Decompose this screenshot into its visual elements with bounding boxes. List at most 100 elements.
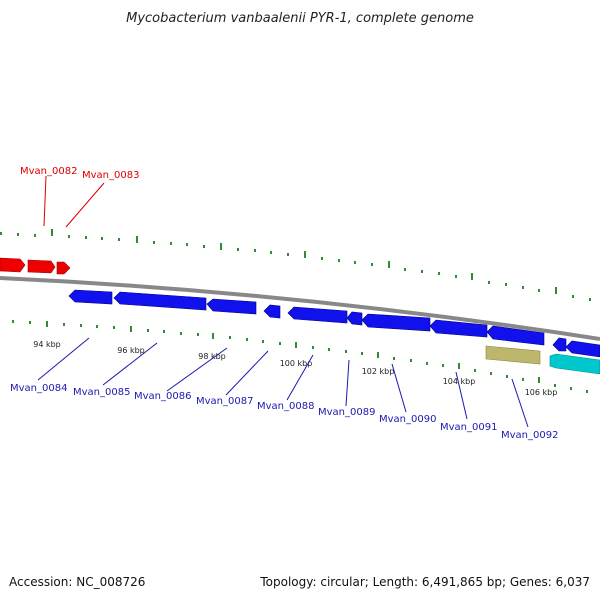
- scale-label: 96 kbp: [117, 346, 145, 355]
- tick-mark: [197, 333, 199, 336]
- gene-arrow-reverse: [361, 313, 431, 332]
- tick-mark: [538, 289, 540, 292]
- tick-mark: [96, 325, 98, 328]
- map-title: Mycobacterium vanbaalenii PYR-1, complet…: [126, 11, 474, 26]
- tick-mark: [254, 249, 256, 252]
- outer-ticks: [0, 229, 591, 301]
- tick-mark: [328, 348, 330, 351]
- gene-arrow-reverse: [429, 319, 488, 338]
- reverse-gene-label-text: Mvan_0084 Mvan_0085 Mvan_0086 Mvan_0087 …: [10, 383, 558, 441]
- tick-mark: [186, 243, 188, 246]
- gene-label-reverse[interactable]: Mvan_0084: [10, 383, 67, 394]
- tick-mark: [34, 234, 36, 237]
- tick-mark: [29, 321, 31, 324]
- scale-label: 98 kbp: [198, 352, 226, 361]
- tick-mark: [442, 364, 444, 367]
- tick-mark: [388, 261, 390, 268]
- scale-label: 102 kbp: [362, 367, 395, 376]
- tick-mark: [279, 342, 281, 345]
- tick-mark: [522, 286, 524, 289]
- scale-labels: 94 kbp 96 kbp 98 kbp 100 kbp 102 kbp 104…: [33, 340, 557, 397]
- tick-mark: [17, 233, 19, 236]
- accession-text: Accession: NC_008726: [9, 575, 145, 589]
- gene-arrow-reverse: [552, 337, 567, 352]
- tick-mark: [46, 321, 48, 327]
- tick-mark: [421, 270, 423, 273]
- gene-arrow-reverse: [68, 289, 113, 305]
- gene-label-reverse[interactable]: Mvan_0089: [318, 407, 375, 418]
- tick-mark: [147, 329, 149, 332]
- tick-mark: [506, 375, 508, 378]
- tick-mark: [220, 243, 222, 250]
- label-leader-line: [511, 378, 529, 428]
- tick-mark: [589, 298, 591, 301]
- cyan-gene-block: [549, 353, 600, 375]
- label-leader-line: [37, 337, 90, 381]
- tick-mark: [68, 235, 70, 238]
- tick-mark: [0, 232, 2, 235]
- tick-mark: [321, 257, 323, 260]
- gene-label-reverse[interactable]: Mvan_0086: [134, 391, 191, 402]
- tick-mark: [113, 326, 115, 329]
- label-leader-line: [391, 363, 407, 413]
- tick-mark: [404, 268, 406, 271]
- tick-mark: [586, 390, 588, 393]
- gene-arrow-reverse: [565, 340, 600, 358]
- gene-arrow-reverse: [113, 291, 207, 311]
- tick-mark: [371, 263, 373, 266]
- scale-label: 104 kbp: [443, 377, 476, 386]
- tick-mark: [63, 323, 65, 326]
- scale-label: 100 kbp: [280, 359, 313, 368]
- label-leader-line: [65, 182, 105, 228]
- tick-mark: [554, 384, 556, 387]
- tick-mark: [262, 340, 264, 343]
- label-leader-line: [455, 371, 468, 420]
- gene-arrow-reverse: [486, 325, 545, 346]
- tick-mark: [522, 378, 524, 381]
- tick-mark: [12, 320, 14, 323]
- gene-label-reverse[interactable]: Mvan_0090: [379, 414, 436, 425]
- gene-arrow-reverse: [287, 306, 348, 324]
- tick-mark: [101, 237, 103, 240]
- gene-label-reverse[interactable]: Mvan_0088: [257, 401, 314, 412]
- tick-mark: [361, 352, 363, 355]
- tick-mark: [136, 236, 138, 243]
- tick-mark: [474, 369, 476, 372]
- label-leader-line: [166, 347, 228, 392]
- tick-mark: [471, 273, 473, 280]
- tick-mark: [410, 359, 412, 362]
- tick-mark: [246, 338, 248, 341]
- gene-arrow-reverse: [263, 304, 281, 319]
- gene-label-reverse[interactable]: Mvan_0091: [440, 422, 497, 433]
- gene-arrow-forward: [27, 259, 56, 274]
- forward-gene-labels: Mvan_0082 Mvan_0083: [20, 166, 139, 228]
- tick-mark: [287, 253, 289, 256]
- gene-label-reverse[interactable]: Mvan_0092: [501, 430, 558, 441]
- genome-summary-text: Topology: circular; Length: 6,491,865 bp…: [259, 575, 590, 589]
- gene-label-reverse[interactable]: Mvan_0085: [73, 387, 130, 398]
- tick-mark: [229, 336, 231, 339]
- tick-mark: [393, 357, 395, 360]
- gene-arrow-forward: [0, 257, 26, 273]
- tick-mark: [505, 283, 507, 286]
- tick-mark: [237, 248, 239, 251]
- tick-mark: [377, 352, 379, 358]
- reverse-gene-labels: [37, 337, 529, 428]
- gene-arrow-reverse: [346, 311, 363, 326]
- tick-mark: [555, 287, 557, 294]
- gene-label-forward[interactable]: Mvan_0082: [20, 166, 77, 177]
- rna-gene-block: [485, 345, 541, 365]
- tick-mark: [312, 346, 314, 349]
- tick-mark: [455, 275, 457, 278]
- label-leader-line: [102, 342, 158, 386]
- tick-mark: [118, 238, 120, 241]
- tick-mark: [80, 324, 82, 327]
- tick-mark: [338, 259, 340, 262]
- tick-mark: [51, 229, 53, 236]
- label-leader-line: [345, 359, 350, 407]
- forward-genes: [0, 257, 71, 275]
- tick-mark: [203, 245, 205, 248]
- gene-label-forward[interactable]: Mvan_0083: [82, 170, 139, 181]
- tick-mark: [488, 281, 490, 284]
- gene-label-reverse[interactable]: Mvan_0087: [196, 396, 253, 407]
